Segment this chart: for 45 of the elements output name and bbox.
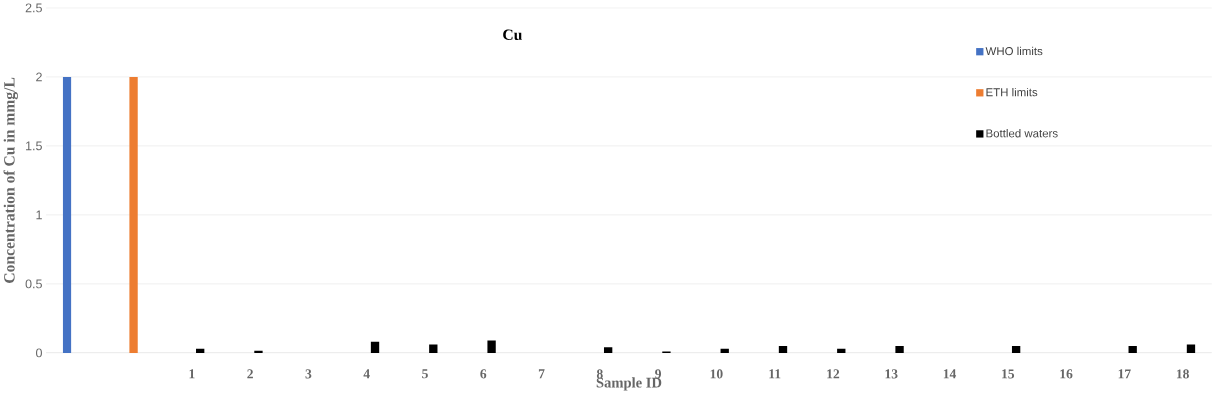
y-tick-label: 1 <box>36 210 42 220</box>
bar <box>487 340 496 353</box>
x-tick-label: 5 <box>422 369 428 379</box>
x-tick-label: 17 <box>1118 369 1131 379</box>
x-tick-label: 3 <box>305 369 312 379</box>
bar <box>1011 345 1021 353</box>
bar <box>62 76 72 353</box>
y-tick-label: 0.5 <box>25 279 42 289</box>
bar <box>1186 344 1196 353</box>
x-tick-label: 1 <box>189 369 195 379</box>
y-tick-label: 2.5 <box>25 3 42 13</box>
x-tick-label: 7 <box>538 369 545 379</box>
x-tick-label: 18 <box>1176 369 1189 379</box>
x-tick-label: 14 <box>943 369 957 379</box>
x-tick-label: 9 <box>655 369 662 379</box>
bar <box>720 348 729 353</box>
x-tick-label: 16 <box>1060 369 1073 379</box>
bar <box>603 347 613 353</box>
bar <box>370 341 380 353</box>
y-tick-label: 2 <box>36 72 42 82</box>
bar <box>429 344 438 353</box>
legend-label: WHO limits <box>985 46 1043 56</box>
x-axis-title: Sample ID <box>596 377 662 391</box>
legend-label: Bottled waters <box>986 128 1058 138</box>
x-tick-label: 12 <box>827 369 840 379</box>
y-tick-label: 1.5 <box>26 141 42 151</box>
bar <box>895 345 904 353</box>
x-tick-label: 2 <box>247 369 253 379</box>
y-axis-title: Concentration of Cu in mmg/L <box>3 77 18 283</box>
bar <box>129 76 138 353</box>
x-tick-label: 11 <box>769 369 781 379</box>
x-tick-label: 6 <box>480 369 487 379</box>
bar <box>778 345 788 353</box>
x-tick-label: 8 <box>596 369 603 379</box>
bar <box>1128 345 1137 353</box>
x-tick-label: 4 <box>363 369 370 379</box>
bar <box>254 350 263 353</box>
x-tick-label: 10 <box>710 369 723 379</box>
legend-label: ETH limits <box>986 87 1038 97</box>
bar <box>837 348 846 353</box>
y-tick-label: 0 <box>36 348 42 358</box>
x-tick-label: 15 <box>1002 369 1015 379</box>
x-tick-label: 13 <box>885 369 898 379</box>
bar <box>196 348 205 353</box>
text: Cu <box>503 29 522 41</box>
